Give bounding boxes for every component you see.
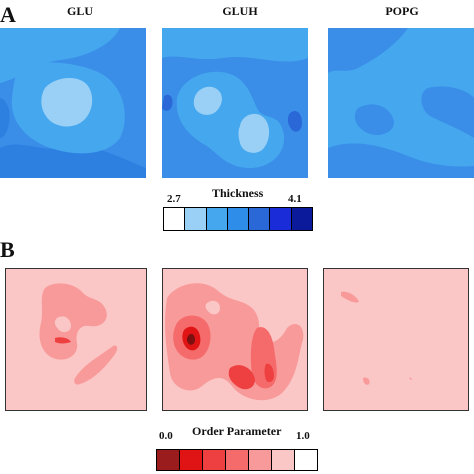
glu-order-map [5, 268, 147, 411]
thickness-colorbar-title: Thickness [212, 186, 264, 200]
thickness-min-label: 2.7 [167, 193, 181, 205]
thickness-color-cell [206, 208, 228, 230]
order-colorbar-title: Order Parameter [192, 424, 282, 438]
order-color-cell [203, 450, 226, 470]
order-color-cell [180, 450, 203, 470]
order-color-cell [272, 450, 295, 470]
glu-title: GLU [66, 4, 94, 18]
thickness-max-label: 4.1 [288, 193, 302, 205]
order-min-label: 0.0 [159, 430, 173, 442]
order-color-cell [157, 450, 180, 470]
thickness-color-cell [164, 208, 186, 230]
order-colorbar [156, 449, 318, 471]
thickness-colorbar [163, 207, 313, 231]
gluh-order-map [162, 268, 308, 411]
popg-thickness-map [328, 28, 474, 178]
gluh-title: GLUH [222, 4, 258, 18]
thickness-color-cell [227, 208, 250, 230]
order-color-cell [295, 450, 317, 470]
order-color-cell [226, 450, 249, 470]
gluh-thickness-map [162, 28, 308, 178]
thickness-color-cell [291, 208, 312, 230]
popg-title: POPG [385, 4, 419, 18]
popg-order-map [323, 268, 469, 411]
panel-a-label: A [0, 2, 16, 27]
thickness-color-cell [185, 208, 207, 230]
thickness-color-cell [249, 208, 271, 230]
order-color-cell [249, 450, 272, 470]
thickness-color-cell [270, 208, 292, 230]
panel-b-label: B [0, 237, 15, 262]
glu-thickness-map [0, 28, 146, 178]
order-max-label: 1.0 [296, 430, 310, 442]
